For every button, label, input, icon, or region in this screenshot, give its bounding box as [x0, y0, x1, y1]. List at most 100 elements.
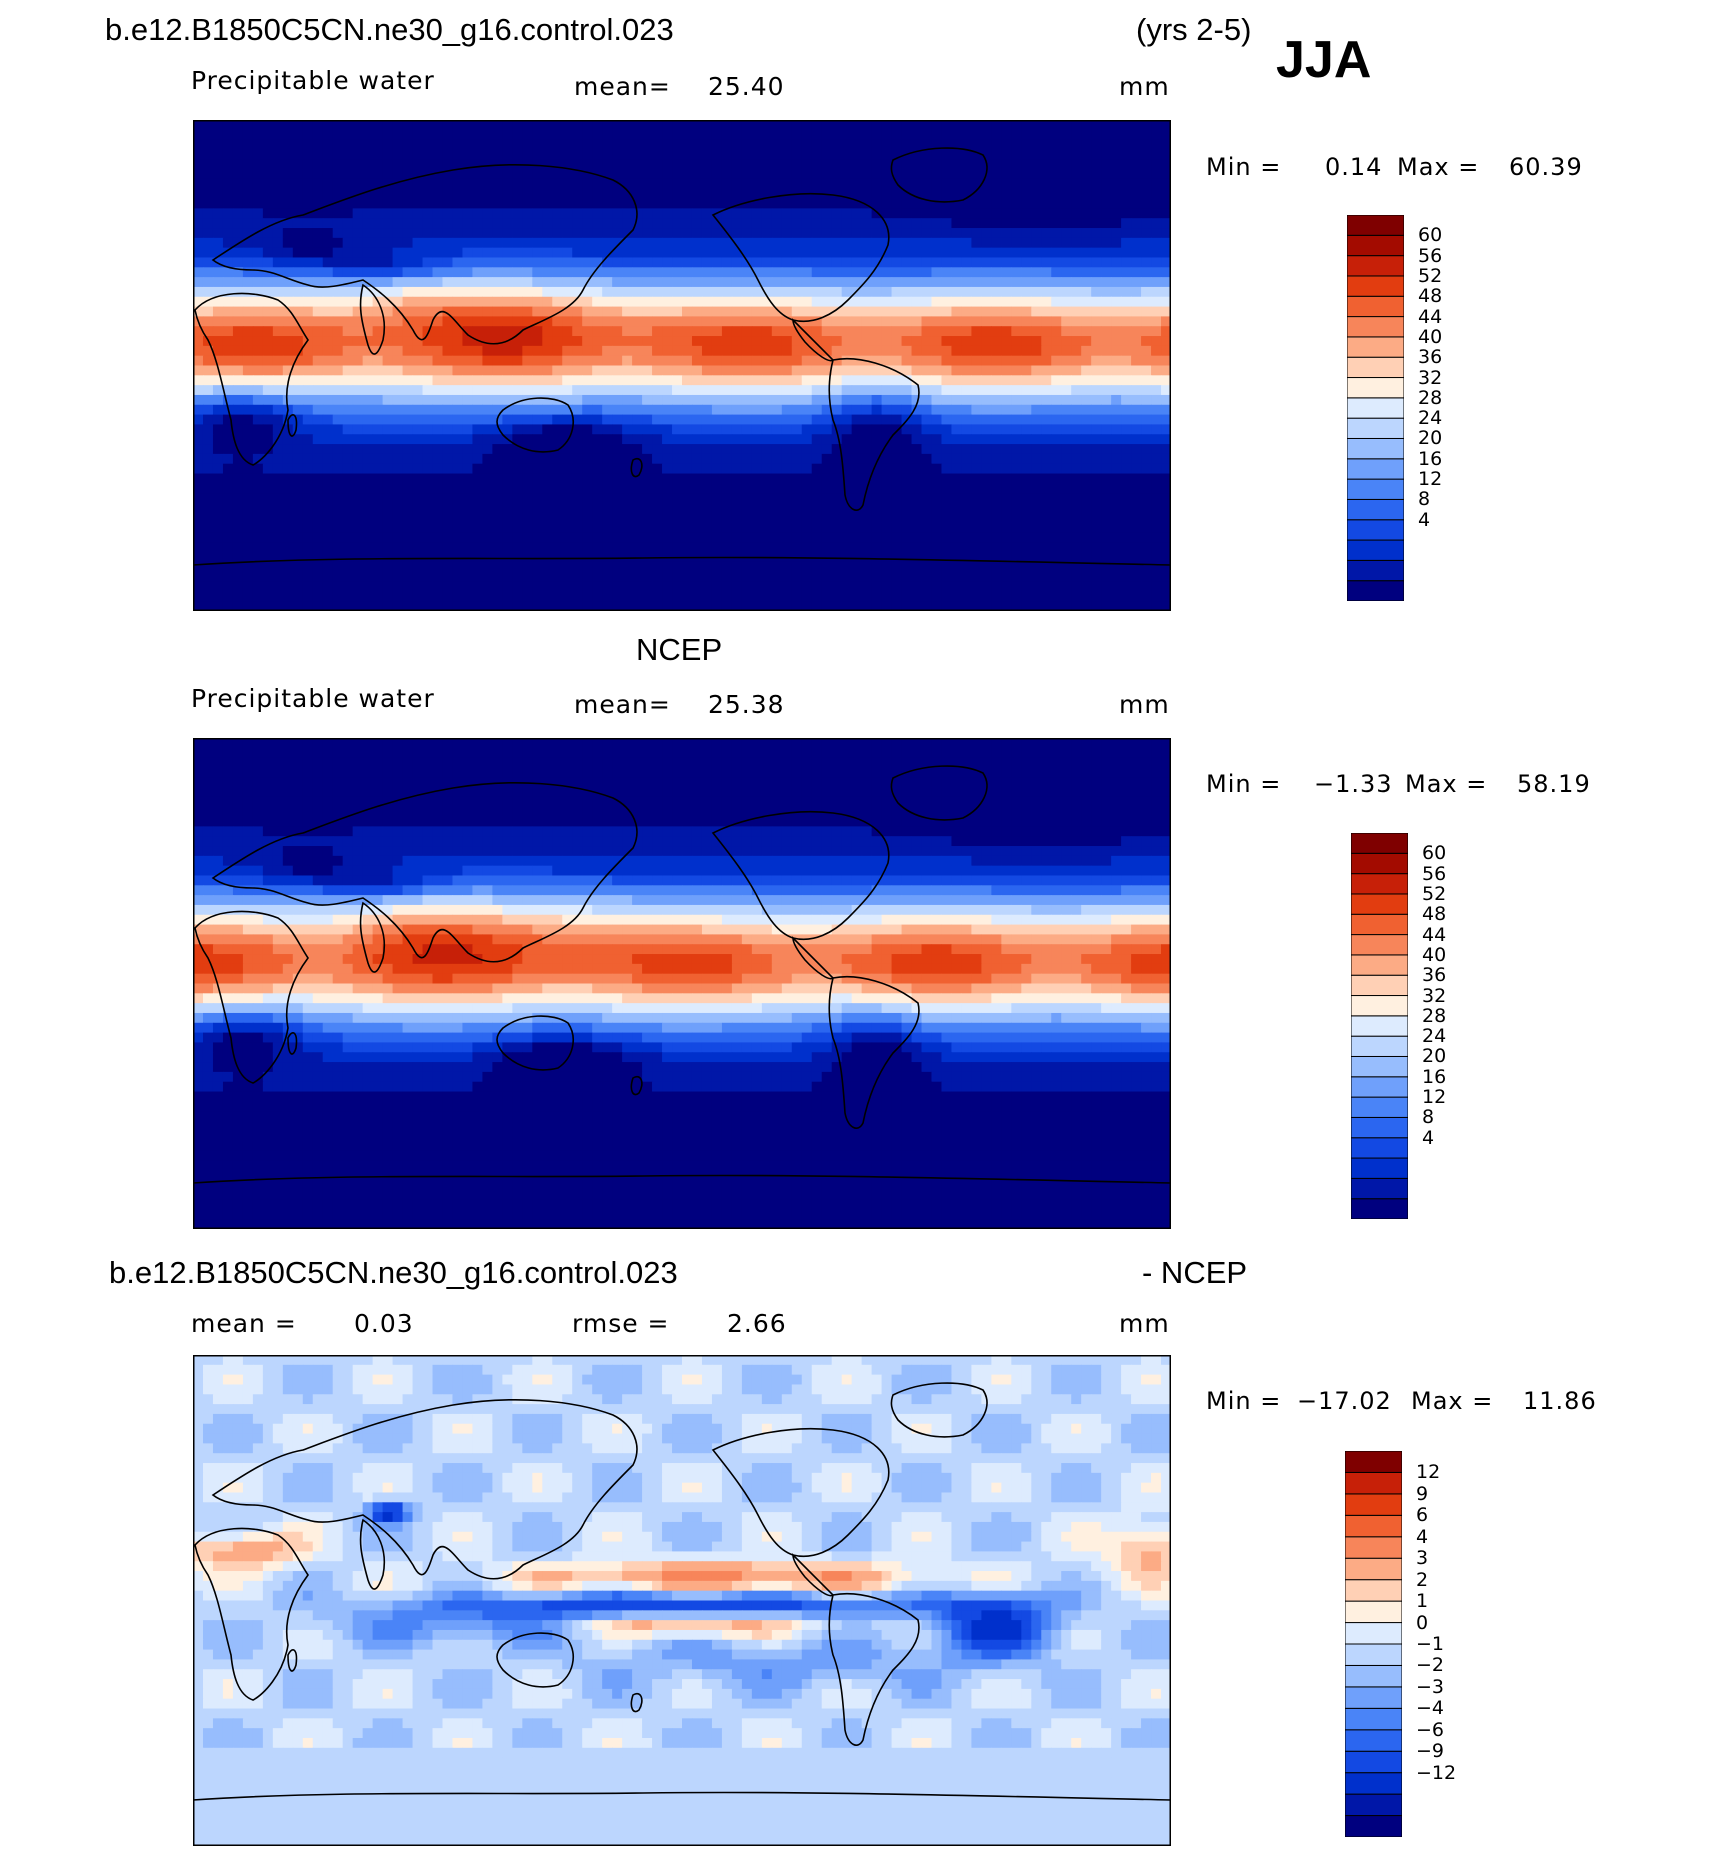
colorbar-label: 16 — [1418, 447, 1443, 470]
colorbar-label: −2 — [1416, 1654, 1445, 1677]
colorbar-box — [1345, 1686, 1402, 1709]
colorbar-label: 52 — [1422, 882, 1447, 905]
panel3-mean-value: 0.03 — [354, 1309, 414, 1338]
colorbar-box — [1351, 873, 1408, 895]
panel2-max-value: 58.19 — [1517, 770, 1591, 798]
colorbar-label: 1 — [1416, 1590, 1429, 1613]
colorbar-box — [1345, 1772, 1402, 1795]
colorbar-label: 20 — [1418, 427, 1443, 450]
colorbar-label: 40 — [1418, 325, 1443, 348]
colorbar-box — [1347, 580, 1404, 601]
case-title: b.e12.B1850C5CN.ne30_g16.control.023 — [105, 12, 674, 47]
colorbar-box — [1345, 1451, 1402, 1473]
panel2-units: mm — [1119, 690, 1170, 719]
colorbar-box — [1347, 255, 1404, 277]
colorbar-box — [1351, 1116, 1408, 1139]
colorbar-box — [1347, 397, 1404, 419]
colorbar-box — [1345, 1493, 1402, 1516]
panel1-map — [193, 120, 1171, 611]
colorbar-box — [1347, 234, 1404, 257]
panel3-units: mm — [1119, 1309, 1170, 1338]
colorbar-box — [1347, 458, 1404, 480]
colorbar-label: −4 — [1416, 1697, 1445, 1720]
panel1-min-label: Min = — [1206, 153, 1282, 181]
colorbar-box — [1345, 1729, 1402, 1752]
colorbar-label: 60 — [1418, 224, 1443, 247]
colorbar-label: 12 — [1418, 468, 1443, 491]
panel1-variable: Precipitable water — [191, 66, 435, 95]
panel2-variable: Precipitable water — [191, 684, 435, 713]
colorbar-box — [1347, 417, 1404, 439]
panel1-min-value: 0.14 — [1325, 153, 1383, 181]
colorbar-label: 0 — [1416, 1611, 1429, 1634]
colorbar-box — [1345, 1536, 1402, 1559]
colorbar-box — [1347, 275, 1404, 297]
colorbar-box — [1351, 1055, 1408, 1078]
colorbar-box — [1351, 954, 1408, 976]
colorbar-label: −9 — [1416, 1740, 1445, 1763]
colorbar-label: 28 — [1418, 386, 1443, 409]
colorbar-box — [1347, 316, 1404, 338]
colorbar-box — [1351, 1137, 1408, 1159]
colorbar-label: 3 — [1416, 1547, 1429, 1570]
panel1-units: mm — [1119, 72, 1170, 101]
panel1-colorbar: 60 56 52 48 44 40 36 32 28 24 20 16 12 8 4 — [1347, 215, 1442, 601]
colorbar-box — [1351, 893, 1408, 915]
panel3-map — [193, 1355, 1171, 1846]
colorbar-box — [1351, 852, 1408, 875]
colorbar-label: 32 — [1422, 984, 1447, 1007]
colorbar-box — [1345, 1815, 1402, 1837]
colorbar-box — [1347, 295, 1404, 318]
colorbar-box — [1347, 498, 1404, 521]
colorbar-label: −1 — [1416, 1633, 1445, 1655]
map-frame — [193, 120, 1171, 611]
colorbar-box — [1347, 356, 1404, 379]
colorbar-label: −12 — [1416, 1761, 1457, 1784]
season-label: JJA — [1276, 31, 1372, 89]
panel1-mean-label: mean= — [574, 72, 671, 101]
panel2-map — [193, 738, 1171, 1229]
colorbar-box — [1345, 1579, 1402, 1602]
colorbar-label: 28 — [1422, 1004, 1447, 1027]
colorbar-box — [1345, 1750, 1402, 1774]
panel3-colorbar: 12 9 6 4 3 2 1 0 −1 −2 −3 −4 −6 −9 −12 — [1345, 1451, 1456, 1837]
colorbar-box — [1345, 1664, 1402, 1688]
colorbar-box — [1345, 1471, 1402, 1495]
colorbar-label: 40 — [1422, 943, 1447, 966]
panel1-max-label: Max = — [1397, 153, 1480, 181]
colorbar-box — [1351, 1076, 1408, 1098]
panel3-rmse-label: rmse = — [572, 1309, 670, 1338]
colorbar-label: 4 — [1422, 1126, 1435, 1149]
colorbar-label: 56 — [1422, 862, 1447, 885]
colorbar-label: 48 — [1418, 285, 1443, 308]
colorbar-box — [1351, 1035, 1408, 1057]
colorbar-label: −6 — [1416, 1718, 1445, 1741]
colorbar-label: 24 — [1418, 407, 1443, 430]
colorbar-box — [1345, 1643, 1402, 1666]
colorbar-box — [1351, 1177, 1408, 1200]
colorbar-label: 8 — [1422, 1106, 1435, 1129]
years-label: (yrs 2-5) — [1136, 12, 1252, 47]
panel1-mean-value: 25.40 — [708, 72, 785, 101]
colorbar-box — [1351, 833, 1408, 854]
panel2-title: NCEP — [636, 632, 723, 667]
panel2-min-label: Min = — [1206, 770, 1282, 798]
colorbar-box — [1345, 1622, 1402, 1645]
coastlines — [193, 1382, 1171, 1801]
colorbar-label: 4 — [1418, 508, 1431, 531]
panel3-mean-label: mean = — [191, 1309, 297, 1338]
colorbar-label: 4 — [1416, 1525, 1429, 1548]
map-field — [193, 738, 1171, 1229]
colorbar-box — [1351, 1198, 1408, 1219]
colorbar-label: 44 — [1418, 305, 1443, 328]
colorbar-label: 56 — [1418, 244, 1443, 267]
map-frame — [193, 738, 1171, 1229]
colorbar-label: 20 — [1422, 1045, 1447, 1068]
panel3-min-value: −17.02 — [1297, 1387, 1392, 1415]
map-field — [193, 1355, 1171, 1846]
panel2-max-label: Max = — [1405, 770, 1488, 798]
map-field — [193, 120, 1171, 611]
colorbar-label: 36 — [1418, 346, 1443, 369]
colorbar-label: 44 — [1422, 923, 1447, 946]
panel3-title-case: b.e12.B1850C5CN.ne30_g16.control.023 — [109, 1255, 678, 1290]
